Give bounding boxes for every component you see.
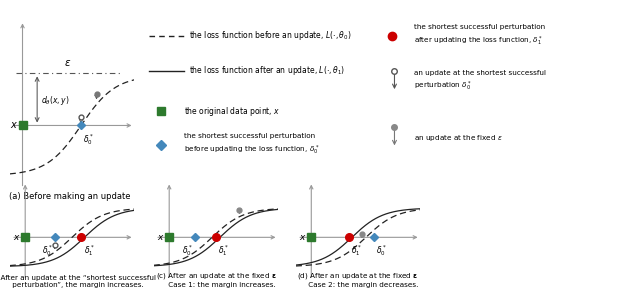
- Text: $x$: $x$: [10, 120, 18, 130]
- Text: $\delta_1^*$: $\delta_1^*$: [218, 243, 229, 258]
- Text: $x$: $x$: [157, 233, 164, 242]
- Text: the loss function before an update, $L(\cdot, \theta_0)$: the loss function before an update, $L(\…: [189, 29, 351, 42]
- Text: (b) After an update at the “shortest successful
     perturbation”, the margin i: (b) After an update at the “shortest suc…: [0, 274, 156, 288]
- Text: $\delta_0^*$: $\delta_0^*$: [83, 132, 93, 147]
- Text: the shortest successful perturbation
before updating the loss function, $\delta_: the shortest successful perturbation bef…: [184, 133, 319, 156]
- Text: the loss function after an update, $L(\cdot, \theta_1)$: the loss function after an update, $L(\c…: [189, 64, 345, 77]
- Text: $\delta_1^*$: $\delta_1^*$: [351, 243, 362, 258]
- Text: (c) After an update at the fixed $\mathbf{\epsilon}$
     Case 1: the margin inc: (c) After an update at the fixed $\mathb…: [156, 271, 276, 288]
- Text: $d_\theta(x, y)$: $d_\theta(x, y)$: [40, 94, 69, 107]
- Text: the original data point, $x$: the original data point, $x$: [184, 105, 280, 118]
- Text: (a) Before making an update: (a) Before making an update: [9, 193, 131, 202]
- Text: an update at the shortest successful
perturbation $\delta_0^*$: an update at the shortest successful per…: [414, 70, 547, 93]
- Text: (d) After an update at the fixed $\mathbf{\epsilon}$
     Case 2: the margin dec: (d) After an update at the fixed $\mathb…: [298, 271, 419, 288]
- Text: $\delta_0^*$: $\delta_0^*$: [182, 243, 193, 258]
- Text: $\epsilon$: $\epsilon$: [63, 59, 71, 69]
- Text: $\delta_1^*$: $\delta_1^*$: [84, 243, 95, 258]
- Text: the shortest successful perturbation
after updating the loss function, $\delta_1: the shortest successful perturbation aft…: [414, 24, 545, 47]
- Text: an update at the fixed $\epsilon$: an update at the fixed $\epsilon$: [414, 133, 503, 143]
- Text: $x$: $x$: [13, 233, 20, 242]
- Text: $x$: $x$: [299, 233, 307, 242]
- Text: $\delta_0^*$: $\delta_0^*$: [376, 243, 387, 258]
- Text: $\delta_0^*$: $\delta_0^*$: [42, 243, 53, 258]
